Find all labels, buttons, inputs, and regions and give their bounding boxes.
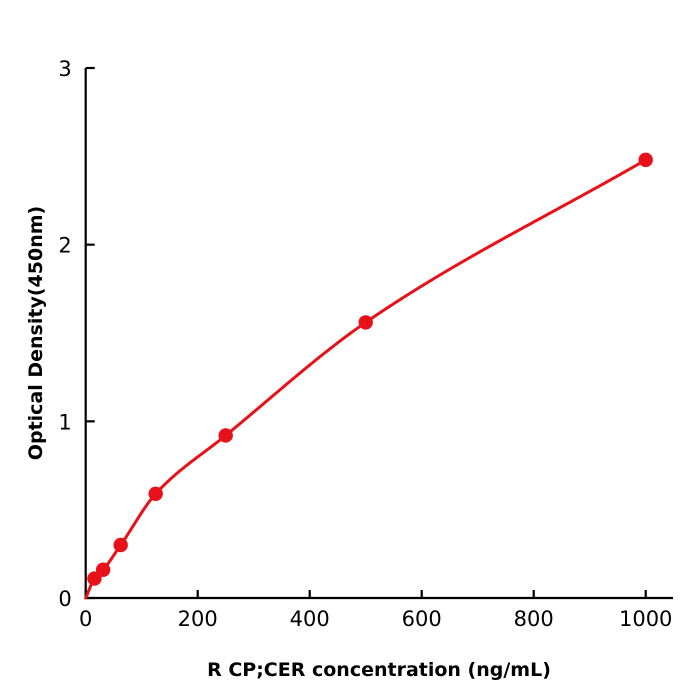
y-tick-label-1: 1 <box>58 410 71 434</box>
data-point <box>113 537 128 553</box>
data-point <box>148 486 163 501</box>
y-tick-label-2: 2 <box>58 234 71 258</box>
x-tick-label-600: 600 <box>402 607 442 631</box>
data-point <box>95 562 111 577</box>
y-axis-title: Optical Density(450nm) <box>25 206 47 460</box>
data-point <box>218 428 233 443</box>
y-axis-ticks <box>85 66 95 600</box>
data-series-group <box>84 152 653 600</box>
series-line-0 <box>84 158 648 600</box>
x-tick-label-0: 0 <box>79 607 92 631</box>
x-tick-label-800: 800 <box>514 607 554 631</box>
data-point <box>358 315 373 330</box>
y-tick-label-0: 0 <box>58 587 71 611</box>
data-point <box>87 571 102 586</box>
x-axis-tick-labels: 0 200 400 600 800 1000 <box>79 607 672 631</box>
x-tick-label-1000: 1000 <box>619 607 672 631</box>
x-axis-title: R CP;CER concentration (ng/mL) <box>207 659 551 681</box>
x-tick-label-400: 400 <box>290 607 330 631</box>
x-axis-ticks <box>84 590 647 598</box>
data-point <box>638 152 653 168</box>
x-tick-label-200: 200 <box>178 607 218 631</box>
y-axis-tick-labels: 0 1 2 3 <box>58 57 71 611</box>
y-tick-label-3: 3 <box>58 57 71 81</box>
